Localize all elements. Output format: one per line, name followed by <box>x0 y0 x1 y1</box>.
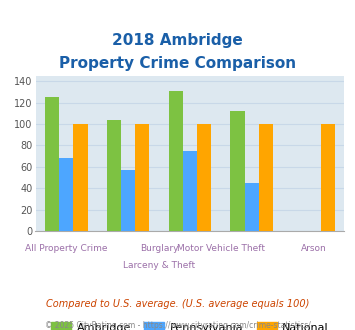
Text: Property Crime Comparison: Property Crime Comparison <box>59 56 296 71</box>
Legend: Ambridge, Pennsylvania, National: Ambridge, Pennsylvania, National <box>47 317 333 330</box>
Text: Arson: Arson <box>301 244 326 253</box>
Bar <box>73 124 88 231</box>
Text: © 2025 CityRating.com - https://www.cityrating.com/crime-statistics/: © 2025 CityRating.com - https://www.city… <box>45 321 310 330</box>
Text: Larceny & Theft: Larceny & Theft <box>123 261 195 270</box>
Text: Burglary: Burglary <box>140 244 178 253</box>
Bar <box>107 120 121 231</box>
Bar <box>135 124 149 231</box>
Bar <box>183 151 197 231</box>
Bar <box>197 124 211 231</box>
Bar <box>230 111 245 231</box>
Text: Compared to U.S. average. (U.S. average equals 100): Compared to U.S. average. (U.S. average … <box>46 299 309 309</box>
Bar <box>245 183 259 231</box>
Bar <box>259 124 273 231</box>
Bar <box>45 97 59 231</box>
Text: Motor Vehicle Theft: Motor Vehicle Theft <box>177 244 265 253</box>
Text: All Property Crime: All Property Crime <box>25 244 108 253</box>
Bar <box>59 158 73 231</box>
Bar <box>169 91 183 231</box>
Text: 2018 Ambridge: 2018 Ambridge <box>112 33 243 48</box>
Bar <box>321 124 335 231</box>
Bar <box>121 170 135 231</box>
